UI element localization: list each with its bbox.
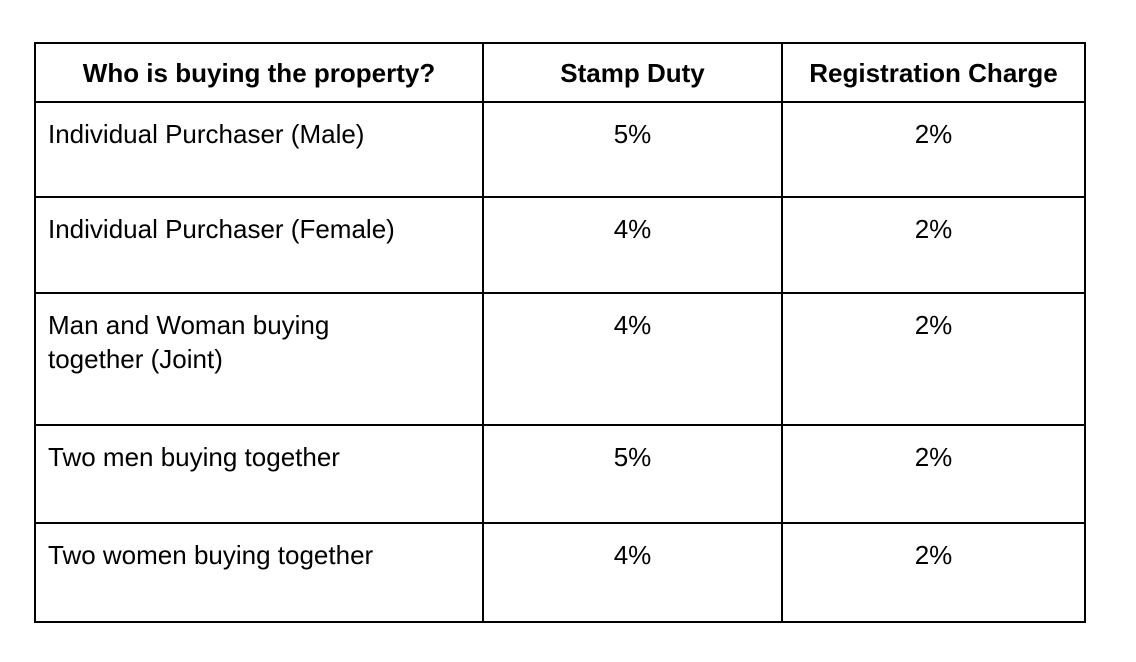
rate-cell: 5% xyxy=(482,101,783,198)
header-row: Who is buying the property? Stamp Duty Reg… xyxy=(34,42,1086,103)
rate-cell: 2% xyxy=(781,292,1086,426)
rate-cell: 2% xyxy=(781,101,1086,198)
table-row: Two men buying together 5% 2% xyxy=(34,424,1086,524)
table-row: Two women buying together 4% 2% xyxy=(34,522,1086,623)
column-header: Who is buying the property? xyxy=(34,42,484,103)
buyer-cell: Individual Purchaser (Male) xyxy=(34,101,484,198)
buyer-cell: Two men buying together xyxy=(34,424,484,524)
rate-cell: 4% xyxy=(482,522,783,623)
table-body: Individual Purchaser (Male) 5% 2% Individua… xyxy=(34,101,1086,623)
rate-cell: 2% xyxy=(781,424,1086,524)
column-header: Stamp Duty xyxy=(482,42,783,103)
buyer-cell: Individual Purchaser (Female) xyxy=(34,196,484,294)
table-row: Individual Purchaser (Male) 5% 2% xyxy=(34,101,1086,198)
rate-cell: 4% xyxy=(482,292,783,426)
table-row: Individual Purchaser (Female) 4% 2% xyxy=(34,196,1086,294)
buyer-cell: Man and Woman buying together (Joint) xyxy=(34,292,484,426)
table-header: Who is buying the property? Stamp Duty Reg… xyxy=(34,42,1086,103)
rate-cell: 5% xyxy=(482,424,783,524)
rates-table: Who is buying the property? Stamp Duty Reg… xyxy=(34,42,1086,623)
rate-cell: 2% xyxy=(781,196,1086,294)
column-header: Registration Charge xyxy=(781,42,1086,103)
table-row: Man and Woman buying together (Joint) 4% 2… xyxy=(34,292,1086,426)
rate-cell: 2% xyxy=(781,522,1086,623)
rate-cell: 4% xyxy=(482,196,783,294)
buyer-cell: Two women buying together xyxy=(34,522,484,623)
